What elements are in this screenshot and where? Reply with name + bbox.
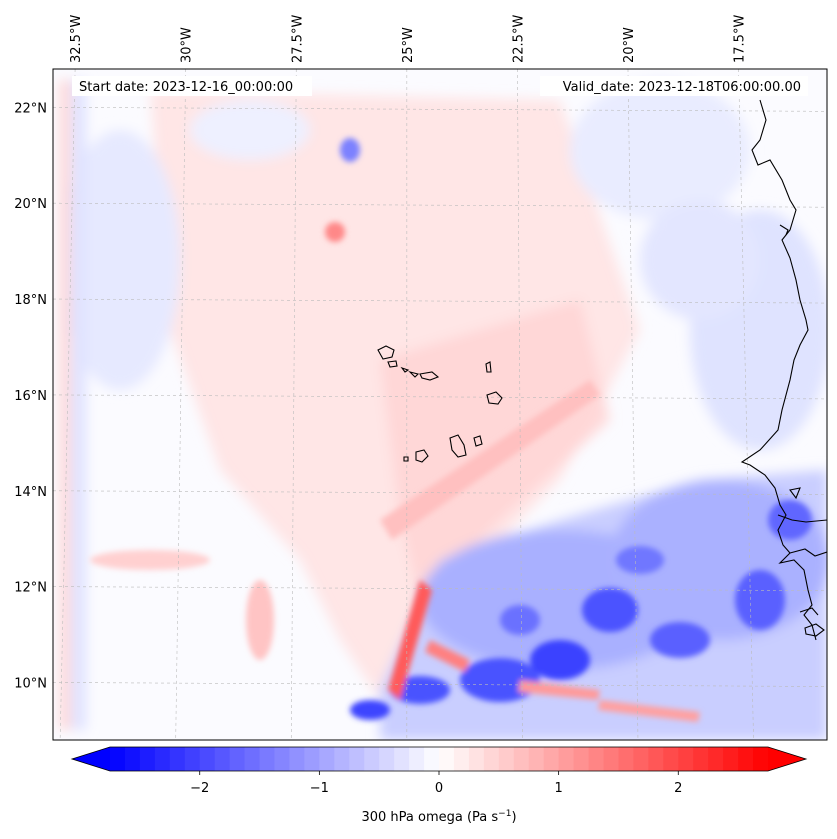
lat-tick-label: 22°N bbox=[14, 101, 47, 116]
colorbar-segment bbox=[229, 747, 246, 771]
colorbar-segment bbox=[364, 747, 380, 771]
lat-tick-label: 18°N bbox=[14, 293, 47, 308]
gridline-lon bbox=[627, 69, 639, 740]
colorbar-segment bbox=[573, 747, 590, 771]
colorbar-segment bbox=[753, 747, 769, 771]
island-fogo bbox=[415, 449, 429, 463]
colorbar-ticks: −2 −1 0 1 2 bbox=[190, 771, 682, 796]
lon-tick-label: 20°W bbox=[622, 27, 637, 63]
colorbar: −2 −1 0 1 2 300 hPa omega (Pa s−1) bbox=[70, 746, 808, 825]
colorbar-segment bbox=[319, 747, 335, 771]
colorbar-tick-label: 0 bbox=[435, 781, 443, 796]
colorbar-segment bbox=[199, 747, 216, 771]
colorbar-segment bbox=[184, 747, 201, 771]
lon-tick-label: 30°W bbox=[180, 27, 195, 63]
lon-tick-label: 17.5°W bbox=[733, 15, 748, 63]
island-brava bbox=[403, 456, 409, 462]
colorbar-tick-label: −2 bbox=[190, 781, 209, 796]
map-panel: Start date: 2023-12-16_00:00:00 Valid_da… bbox=[14, 15, 828, 741]
colorbar-segment bbox=[483, 747, 500, 771]
colorbar-tick-label: 2 bbox=[674, 781, 682, 796]
lat-tick-label: 12°N bbox=[14, 581, 47, 596]
colorbar-segment bbox=[738, 747, 754, 771]
island-santiago bbox=[449, 434, 467, 458]
island-sao-vicente bbox=[387, 360, 398, 368]
colorbar-segment bbox=[124, 747, 141, 771]
colorbar-segment bbox=[289, 747, 305, 771]
gridline-lon bbox=[59, 69, 76, 740]
lon-tick-label: 22.5°W bbox=[511, 15, 526, 63]
colorbar-segment bbox=[528, 747, 545, 771]
colorbar-segment bbox=[154, 747, 171, 771]
colorbar-segment bbox=[513, 747, 530, 771]
african-coastline bbox=[740, 99, 817, 641]
gridline-lon bbox=[175, 69, 186, 740]
lat-tick-label: 20°N bbox=[14, 197, 47, 212]
colorbar-segment bbox=[394, 747, 410, 771]
colorbar-segment bbox=[349, 747, 365, 771]
valid-date-label: Valid_date: 2023-12-18T06:00:00.00 bbox=[563, 80, 801, 95]
coastline bbox=[377, 99, 827, 641]
lat-tick-label: 14°N bbox=[14, 485, 47, 500]
gridline-lon bbox=[517, 69, 523, 740]
colorbar-segment bbox=[618, 747, 634, 771]
colorbar-segment bbox=[244, 747, 261, 771]
lat-tick-label: 16°N bbox=[14, 389, 47, 404]
island-santo-antao bbox=[377, 345, 395, 360]
lon-tick-label: 32.5°W bbox=[69, 15, 84, 63]
colorbar-extend-high bbox=[768, 747, 806, 771]
colorbar-outline bbox=[70, 746, 808, 772]
colorbar-segment bbox=[588, 747, 604, 771]
start-date-box bbox=[72, 76, 312, 96]
colorbar-segment bbox=[498, 747, 515, 771]
colorbar-segment bbox=[648, 747, 664, 771]
colorbar-segment bbox=[678, 747, 694, 771]
island-sal bbox=[485, 361, 492, 373]
colorbar-segment bbox=[633, 747, 649, 771]
colorbar-segment bbox=[663, 747, 679, 771]
island-sao-nicolau bbox=[419, 371, 440, 381]
colorbar-segment bbox=[214, 747, 231, 771]
colorbar-segment bbox=[439, 747, 455, 771]
colorbar-segment bbox=[468, 747, 485, 771]
colorbar-segment bbox=[259, 747, 275, 771]
island-boa-vista bbox=[486, 391, 503, 405]
lon-tick-label: 25°W bbox=[401, 27, 416, 63]
island-maio bbox=[473, 435, 483, 447]
colorbar-segment bbox=[409, 747, 425, 771]
omega-field bbox=[53, 69, 827, 740]
colorbar-segment bbox=[558, 747, 575, 771]
valid-date-box bbox=[540, 76, 808, 96]
map-frame bbox=[52, 68, 828, 741]
colorbar-segment bbox=[139, 747, 156, 771]
colorbar-segment bbox=[723, 747, 739, 771]
lat-tick-label: 10°N bbox=[14, 676, 47, 691]
colorbar-segment bbox=[334, 747, 350, 771]
colorbar-label: 300 hPa omega (Pa s−1) bbox=[361, 809, 516, 825]
colorbar-segment bbox=[543, 747, 560, 771]
colorbar-segment bbox=[693, 747, 709, 771]
colorbar-segment bbox=[379, 747, 395, 771]
colorbar-segment bbox=[274, 747, 290, 771]
gridline-lon bbox=[738, 69, 754, 740]
colorbar-segment bbox=[453, 747, 470, 771]
colorbar-segment bbox=[110, 747, 126, 771]
lon-tick-label: 27.5°W bbox=[290, 15, 305, 63]
colorbar-segments bbox=[110, 747, 769, 771]
colorbar-extend-low bbox=[72, 747, 110, 771]
colorbar-segment bbox=[424, 747, 440, 771]
colorbar-segment bbox=[304, 747, 320, 771]
colorbar-tick-label: −1 bbox=[310, 781, 329, 796]
colorbar-segment bbox=[603, 747, 619, 771]
colorbar-tick-label: 1 bbox=[554, 781, 562, 796]
colorbar-segment bbox=[169, 747, 186, 771]
start-date-label: Start date: 2023-12-16_00:00:00 bbox=[79, 80, 293, 95]
longitude-tick-labels: 32.5°W 30°W 27.5°W 25°W 22.5°W 20°W 17.5°W bbox=[69, 15, 747, 63]
gridline-lon bbox=[290, 69, 297, 740]
colorbar-segment bbox=[708, 747, 724, 771]
latitude-tick-labels: 10°N 12°N 14°N 16°N 18°N 20°N 22°N bbox=[14, 101, 47, 691]
map-gridlines bbox=[53, 69, 827, 740]
